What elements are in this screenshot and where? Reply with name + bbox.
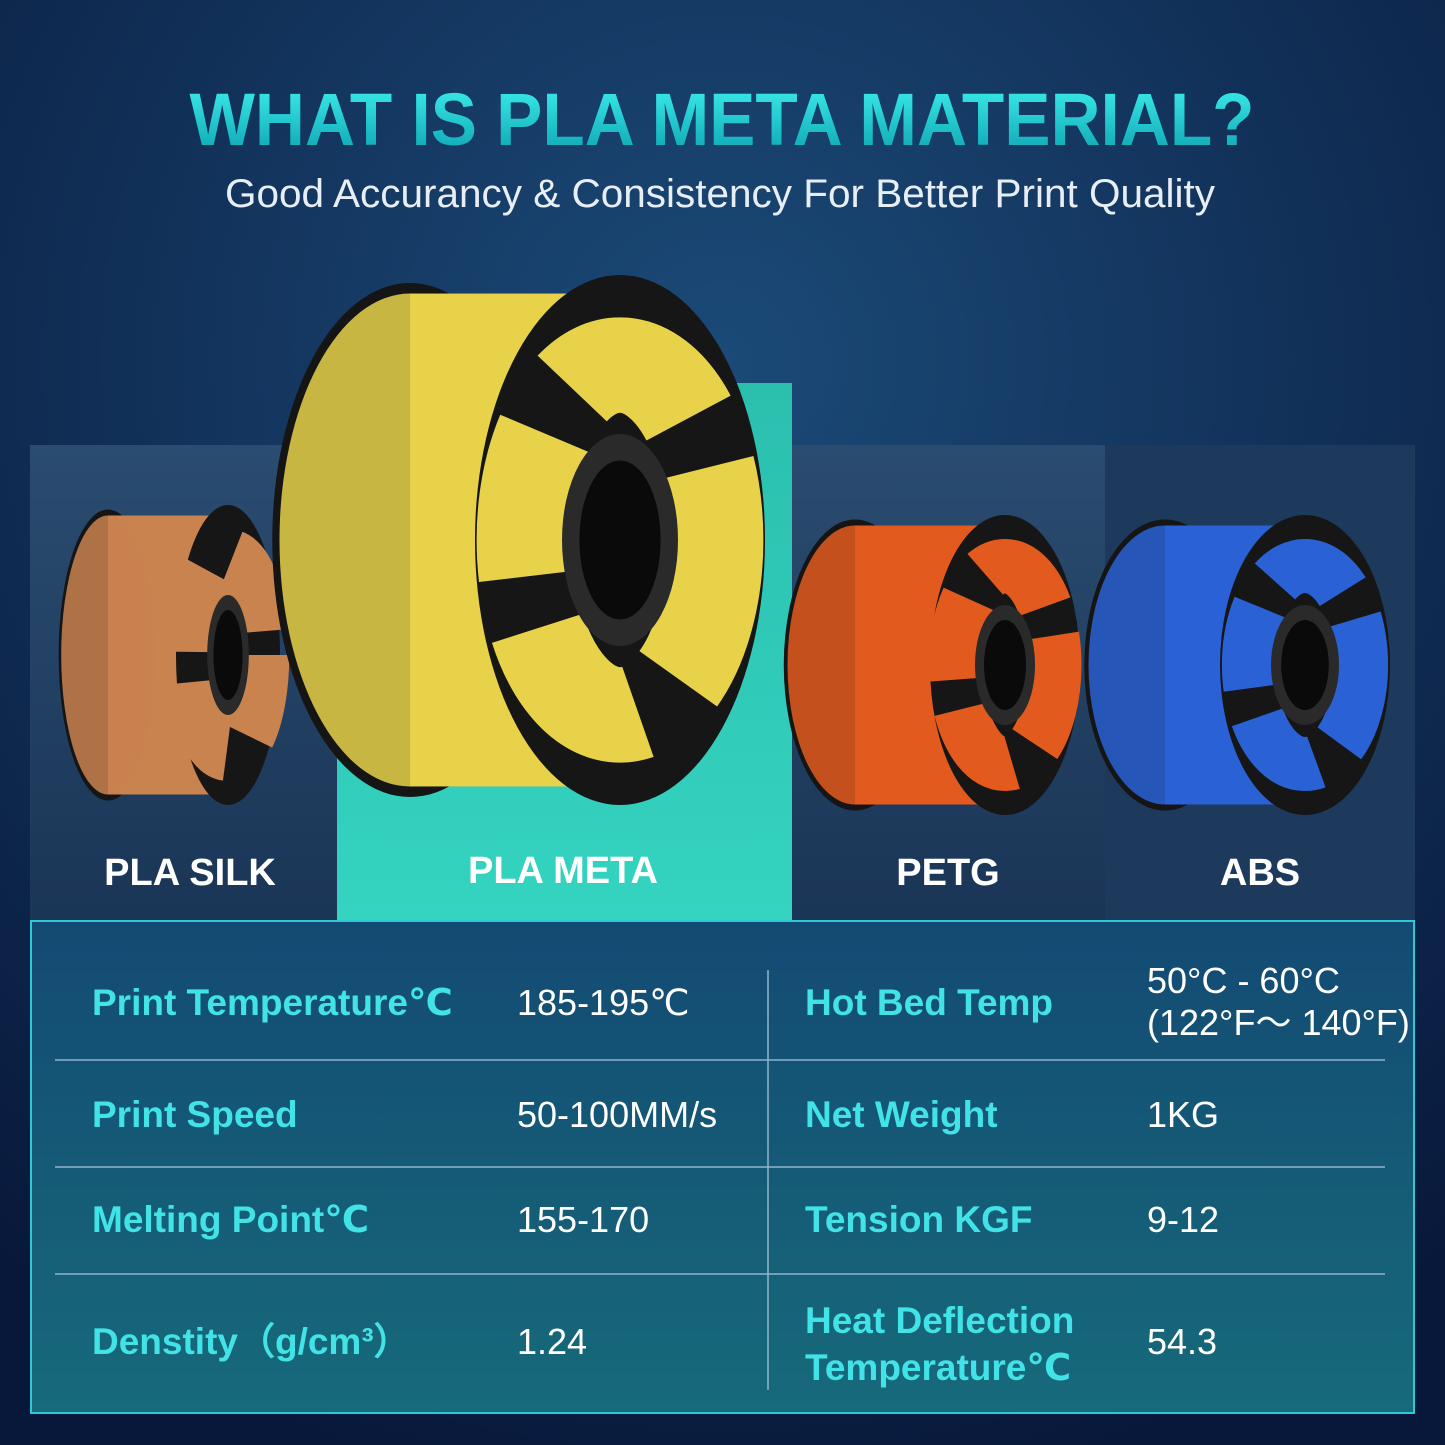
spec-value: 50°C - 60°C <box>1147 960 1340 1001</box>
spec-value: 185-195℃ <box>517 982 690 1023</box>
spec-label: Print Temperature℃ <box>92 982 453 1023</box>
spec-label: Denstity（g/cm³） <box>92 1321 411 1362</box>
spool-part <box>1221 539 1389 791</box>
spool-part <box>579 460 661 620</box>
spool-part <box>928 539 1082 791</box>
spool-part <box>984 620 1026 710</box>
spec-label: Hot Bed Temp <box>805 982 1053 1023</box>
spec-value: 50-100MM/s <box>517 1094 717 1135</box>
spec-label: Print Speed <box>92 1094 298 1135</box>
spool-part <box>476 317 764 763</box>
spool-part <box>1088 525 1242 805</box>
spool-part <box>166 529 290 781</box>
product-label: ABS <box>1220 852 1300 894</box>
spec-value: 9-12 <box>1147 1199 1219 1240</box>
spool-part <box>213 610 243 700</box>
spec-value: 1.24 <box>517 1321 587 1362</box>
spec-label: Temperature℃ <box>805 1347 1071 1388</box>
spec-label: Net Weight <box>805 1094 998 1135</box>
product-label: PLA SILK <box>104 852 276 894</box>
spools <box>58 275 1390 815</box>
spec-value: 1KG <box>1147 1094 1219 1135</box>
spec-value: (122°F～ 140°F) <box>1147 1002 1410 1043</box>
product-label: PLA META <box>468 850 658 892</box>
spec-value: 54.3 <box>1147 1321 1217 1362</box>
spec-label: Heat Deflection <box>805 1300 1074 1341</box>
subtitle: Good Accurancy & Consistency For Better … <box>225 172 1215 216</box>
spool-part <box>279 293 541 787</box>
spec-value: 155-170 <box>517 1199 649 1240</box>
spool-part <box>787 525 923 805</box>
spec-label: Tension KGF <box>805 1199 1032 1240</box>
spec-label: Melting Point℃ <box>92 1199 369 1240</box>
spool-part <box>61 515 155 795</box>
product-label: PETG <box>896 852 999 894</box>
spool-part <box>1281 620 1329 710</box>
title: WHAT IS PLA META MATERIAL? <box>190 78 1255 161</box>
